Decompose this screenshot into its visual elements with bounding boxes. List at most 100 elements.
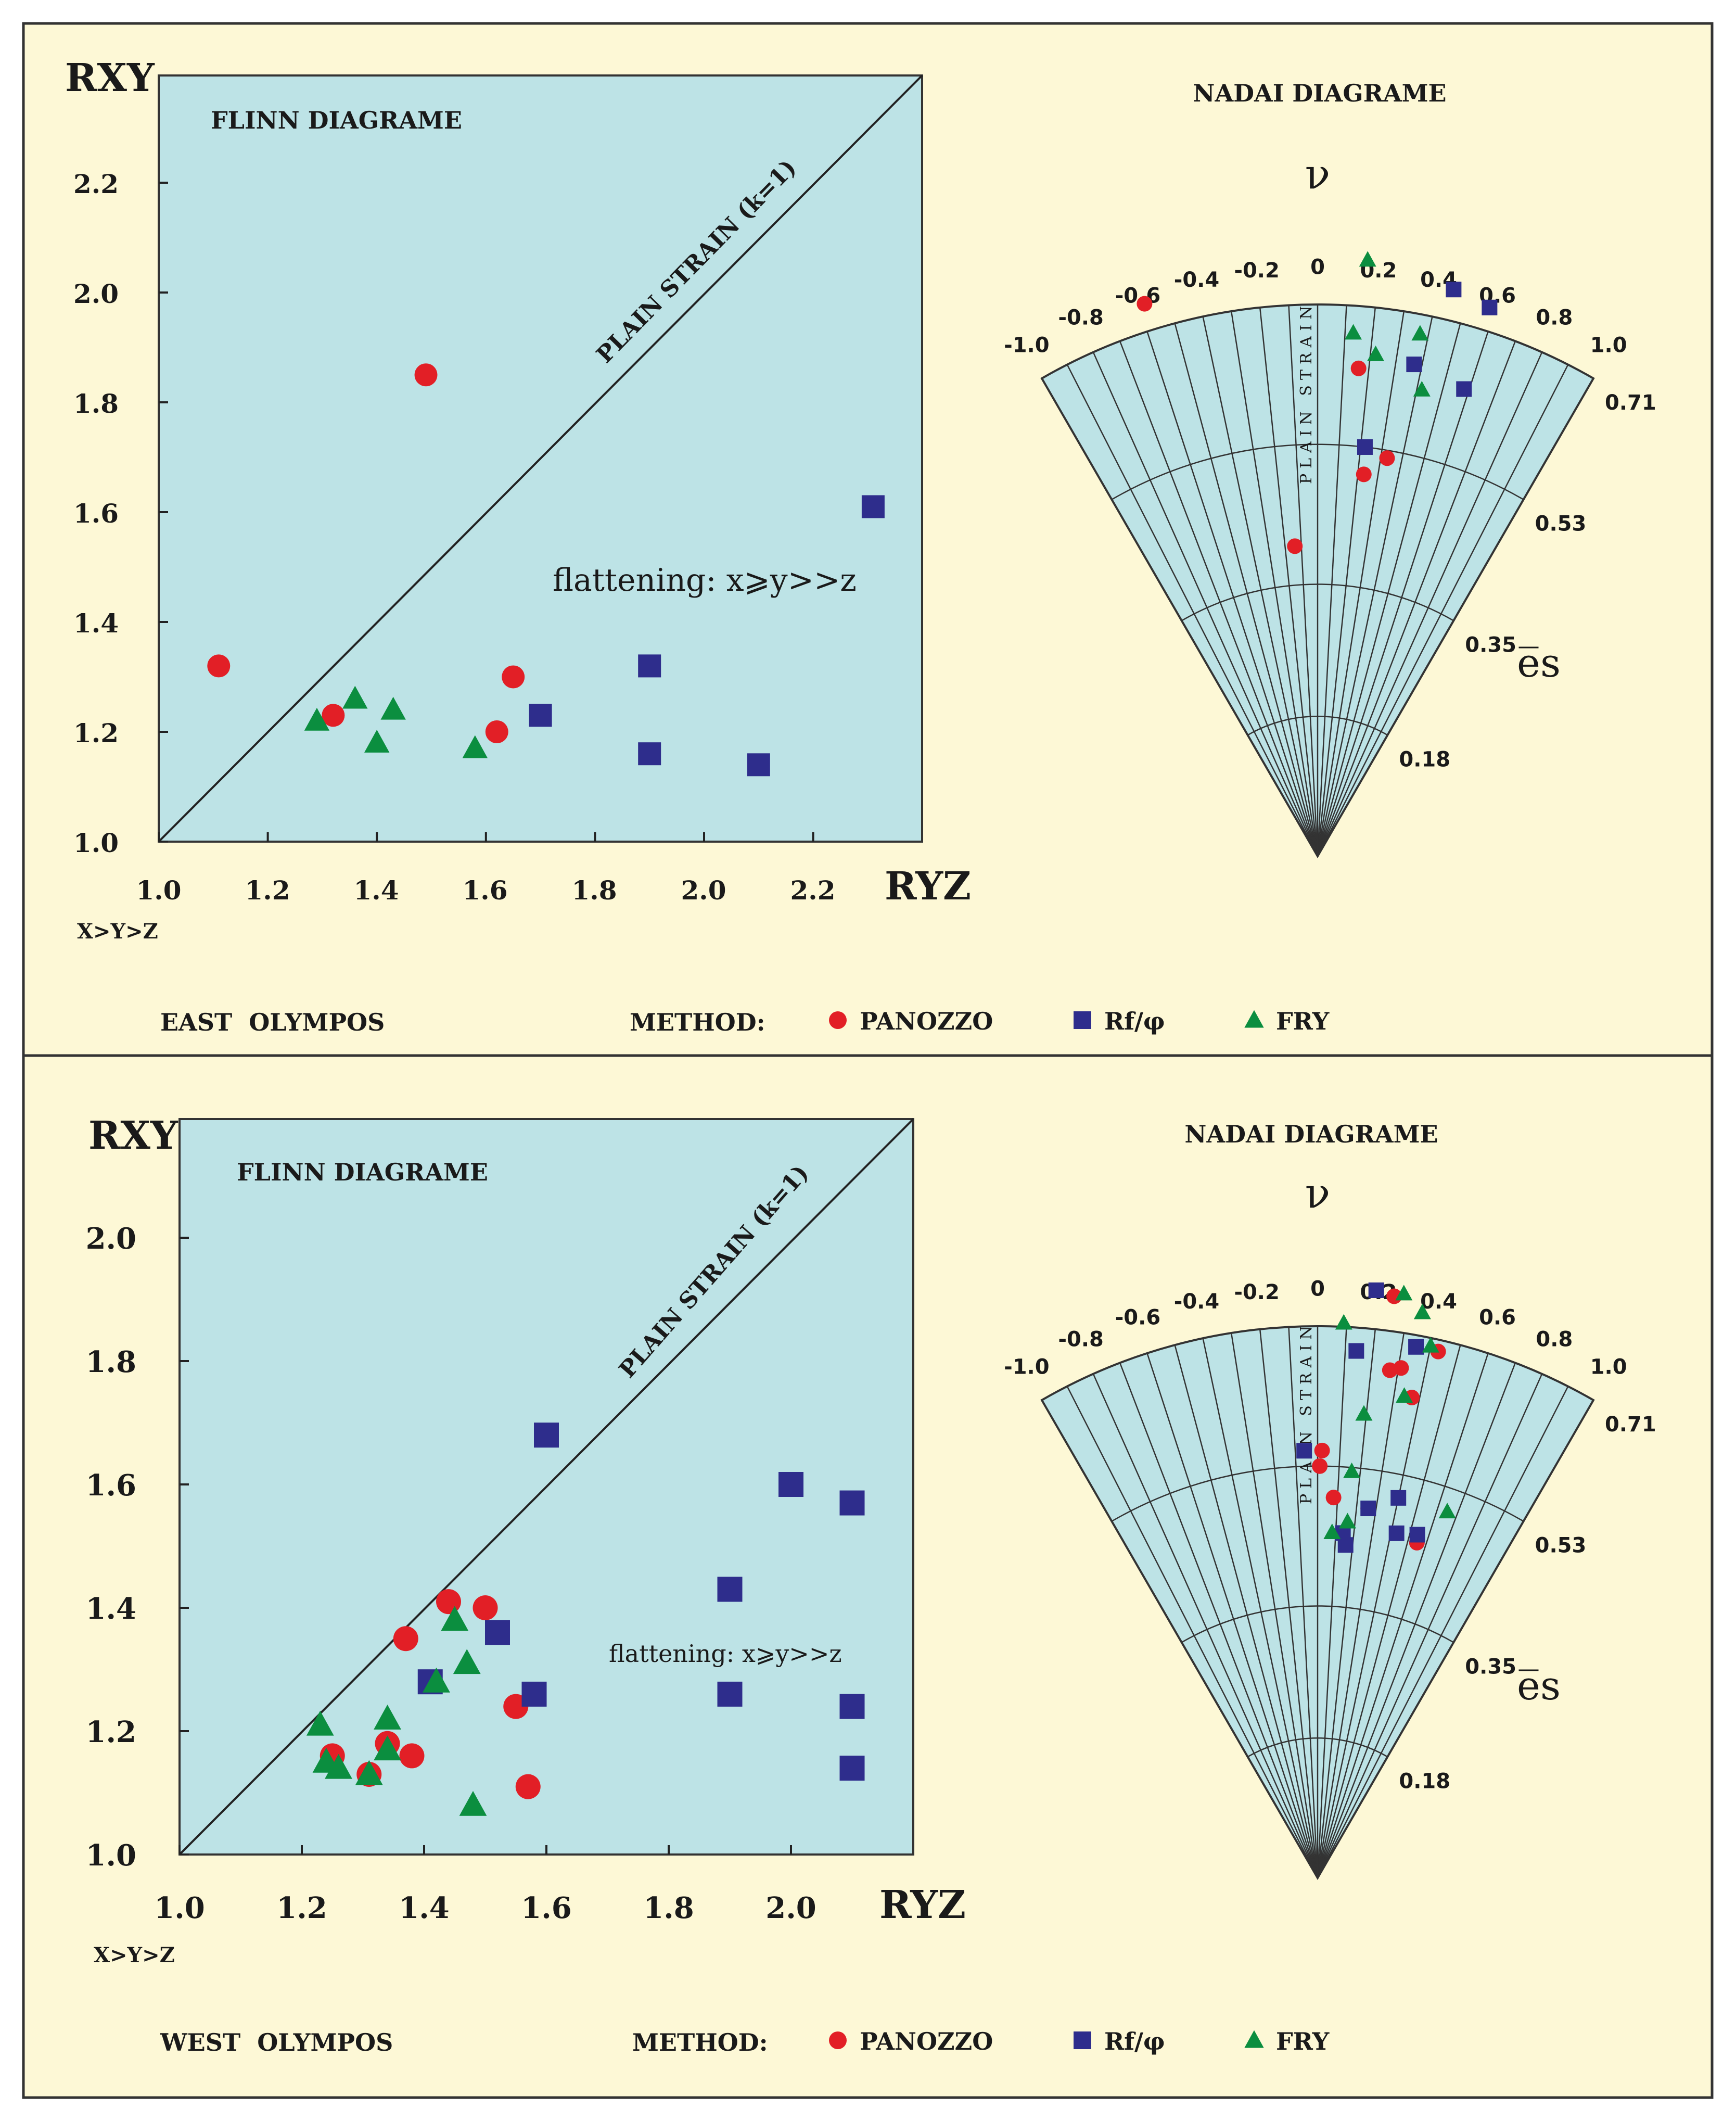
data-point-square (521, 1681, 547, 1707)
data-point-square (1074, 2031, 1091, 2049)
west-nadai-title: NADAI DIAGRAME (1184, 1120, 1438, 1148)
nu-tick-label: 0.8 (1536, 1327, 1573, 1351)
nu-tick-label: 0.4 (1420, 1290, 1457, 1314)
data-point-triangle (380, 696, 406, 720)
nu-tick-label: -0.2 (1234, 259, 1279, 283)
y-tick-label: 2.0 (73, 278, 119, 309)
data-point-square (1348, 1343, 1364, 1359)
data-point-circle (436, 1589, 461, 1615)
nadai-radial-line (1066, 1386, 1319, 1878)
data-point-square (1456, 381, 1472, 397)
data-point-circle (1325, 1490, 1342, 1506)
data-point-circle (1314, 1442, 1330, 1458)
data-point-circle (1287, 538, 1303, 554)
data-point-circle (1312, 1458, 1328, 1474)
es-tick-label: 0.71 (1605, 1413, 1656, 1437)
east-method-label: METHOD: (630, 1008, 765, 1036)
data-point-square (1296, 1443, 1312, 1459)
data-point-triangle (374, 1735, 401, 1761)
data-point-square (1409, 1527, 1425, 1543)
legend-label: Rf/φ (1104, 1007, 1165, 1035)
data-point-triangle (459, 1790, 487, 1816)
data-point-triangle (1395, 1285, 1413, 1301)
legend-label: FRY (1276, 1007, 1330, 1035)
data-point-square (1390, 1490, 1407, 1506)
data-point-triangle (1355, 1405, 1373, 1421)
nu-tick-label: -0.8 (1058, 1327, 1103, 1351)
nu-tick-label: -1.0 (1004, 1355, 1049, 1379)
nadai-radial-line (1146, 331, 1319, 857)
data-point-circle (322, 704, 345, 727)
nu-tick-label: -0.8 (1058, 306, 1103, 329)
es-tick-label: 0.35 (1465, 1655, 1516, 1679)
x-tick-label: 1.6 (521, 1891, 571, 1925)
nadai-radial-line (1317, 1327, 1347, 1878)
data-point-square (839, 1490, 865, 1516)
data-point-triangle (1343, 1462, 1361, 1478)
nu-tick-label: 0 (1310, 1277, 1325, 1301)
nadai-radial-line (1317, 364, 1569, 857)
data-point-square (839, 1694, 865, 1719)
data-point-circle (1379, 450, 1395, 466)
data-point-triangle (364, 730, 390, 753)
y-tick-label: 1.2 (86, 1715, 136, 1749)
data-point-square (839, 1756, 865, 1781)
data-point-triangle (1413, 1303, 1431, 1319)
data-point-triangle (441, 1606, 469, 1631)
nadai-radial-line (1092, 1374, 1319, 1878)
x-tick-label: 1.0 (136, 875, 182, 906)
nu-tick-label: -0.2 (1234, 1280, 1279, 1304)
west-nadai-es-symbol: e̅s (1517, 1662, 1561, 1709)
y-tick-label: 2.0 (86, 1222, 136, 1256)
west-nadai-plain-strain: PLAIN STRAIN (1297, 1321, 1316, 1504)
nadai-radial-line (1317, 1344, 1461, 1878)
data-point-square (717, 1577, 743, 1602)
es-tick-label: 0.53 (1535, 1534, 1587, 1558)
data-point-square (1406, 357, 1422, 373)
west-nadai-diagram: NADAI DIAGRAME ν e̅s PLAIN STRAIN -1.0 -0… (1004, 1120, 1656, 1793)
nadai-radial-line (1119, 340, 1319, 857)
nadai-radial-line (1317, 352, 1543, 857)
data-point-triangle (1438, 1503, 1456, 1519)
west-flinn-region-text: flattening: x⩾y>>z (609, 1640, 842, 1668)
y-tick-label: 1.8 (86, 1345, 136, 1379)
nadai-radial-line (1317, 1386, 1569, 1878)
nadai-radial-line (1288, 305, 1319, 857)
nadai-radial-line (1230, 1332, 1319, 1878)
east-nadai-nu-symbol: ν (1305, 150, 1331, 198)
data-point-triangle (1338, 1513, 1356, 1529)
data-point-triangle (1413, 380, 1431, 397)
data-point-triangle (1396, 1387, 1413, 1403)
nadai-radial-line (1317, 311, 1405, 857)
nadai-radial-line (1230, 311, 1319, 857)
data-point-triangle (423, 1667, 450, 1693)
nadai-radial-line (1317, 316, 1433, 857)
nadai-radial-line (1092, 352, 1319, 857)
es-tick-label: 0.53 (1535, 512, 1587, 536)
west-method-label: METHOD: (632, 2028, 768, 2056)
data-point-triangle (1345, 324, 1362, 340)
y-tick-label: 1.4 (86, 1592, 136, 1626)
y-tick-label: 1.6 (86, 1468, 136, 1503)
west-nadai-nu-symbol: ν (1305, 1169, 1331, 1217)
nadai-radial-line (1259, 307, 1319, 857)
y-tick-label: 1.0 (73, 828, 119, 858)
east-flinn-y-ticks: 1.0 1.2 1.4 1.6 1.8 2.0 2.2 (73, 169, 119, 858)
y-tick-label: 1.8 (73, 388, 119, 419)
nadai-radial-line (1202, 1338, 1319, 1878)
east-nadai-es-symbol: e̅s (1517, 640, 1561, 686)
data-point-square (534, 1423, 559, 1448)
nadai-radial-line (1317, 1332, 1405, 1878)
legend-label: PANOZZO (860, 2027, 993, 2055)
data-point-circle (1356, 466, 1372, 482)
nadai-arc (1247, 716, 1388, 736)
data-point-triangle (342, 685, 368, 709)
y-tick-label: 1.6 (73, 498, 119, 529)
data-point-square (1360, 1501, 1376, 1517)
es-tick-label: 0.18 (1399, 1769, 1450, 1793)
nadai-radial-line (1174, 323, 1319, 857)
west-legend: WEST OLYMPOS METHOD: PANOZZO Rf/φ FRY (160, 2027, 1330, 2056)
nadai-radial-line (1317, 307, 1376, 857)
west-flinn-xlabel: RYZ (879, 1883, 966, 1927)
west-legend-items: PANOZZO Rf/φ FRY (829, 2027, 1330, 2055)
